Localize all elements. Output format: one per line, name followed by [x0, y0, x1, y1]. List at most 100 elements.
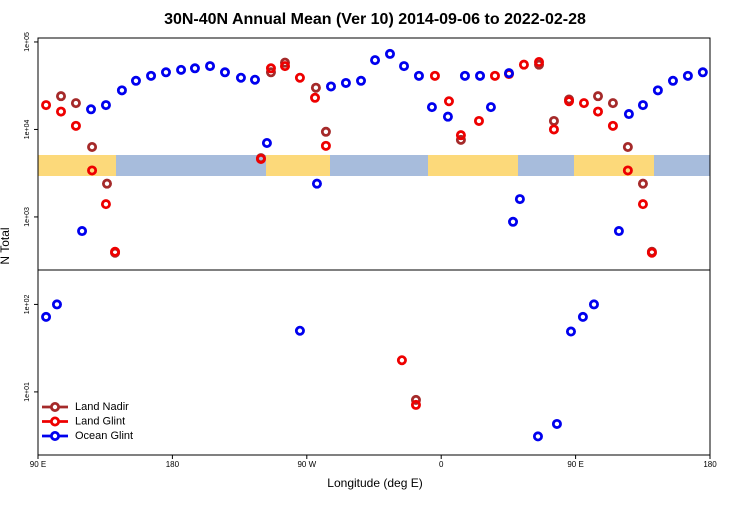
- point: [637, 100, 648, 111]
- point: [384, 48, 395, 59]
- point: [396, 355, 407, 366]
- point: [534, 57, 545, 68]
- point: [667, 75, 678, 86]
- point: [101, 178, 112, 189]
- point: [70, 120, 81, 131]
- point: [265, 67, 276, 78]
- point: [261, 138, 272, 149]
- map-strip: [38, 155, 710, 176]
- point: [503, 68, 514, 79]
- point: [548, 124, 559, 135]
- point: [593, 91, 604, 102]
- point: [623, 109, 634, 120]
- point: [613, 226, 624, 237]
- y-tick-label: 1e+02: [24, 294, 31, 314]
- x-tick-label: 180: [703, 460, 717, 469]
- point: [442, 111, 453, 122]
- point: [622, 142, 633, 153]
- point: [443, 96, 454, 107]
- point: [607, 120, 618, 131]
- legend-marker: [50, 401, 61, 412]
- point: [160, 67, 171, 78]
- point: [565, 326, 576, 337]
- point: [265, 63, 276, 74]
- point: [77, 226, 88, 237]
- point: [356, 75, 367, 86]
- point: [682, 70, 693, 81]
- point: [637, 178, 648, 189]
- point: [55, 106, 66, 117]
- point: [564, 96, 575, 107]
- point: [130, 75, 141, 86]
- point: [176, 64, 187, 75]
- plot-frame: [37, 37, 711, 456]
- point: [429, 70, 440, 81]
- point: [311, 178, 322, 189]
- point: [518, 59, 529, 70]
- point: [697, 67, 708, 78]
- point: [410, 394, 421, 405]
- point: [116, 85, 127, 96]
- point: [294, 325, 305, 336]
- legend-label: Land Glint: [75, 415, 125, 427]
- y-tick-label: 1e+01: [24, 382, 31, 402]
- legend-marker: [50, 416, 61, 427]
- point: [410, 399, 421, 410]
- chart-title: 30N-40N Annual Mean (Ver 10) 2014-09-06 …: [164, 11, 586, 28]
- y-tick-label: 1e+05: [24, 32, 31, 52]
- point: [279, 61, 290, 72]
- y-tick-label: 1e+04: [24, 120, 31, 140]
- x-tick-label: 180: [166, 460, 180, 469]
- point: [55, 91, 66, 102]
- point: [110, 246, 121, 257]
- point: [205, 61, 216, 72]
- point: [87, 142, 98, 153]
- point: [370, 55, 381, 66]
- y-axis-label: N Total: [0, 227, 12, 264]
- x-tick-label: 90 W: [297, 460, 316, 469]
- point: [607, 98, 618, 109]
- point: [485, 102, 496, 113]
- y-tick-label: 1e+03: [24, 207, 31, 227]
- legend-label: Land Nadir: [75, 401, 129, 413]
- point: [100, 100, 111, 111]
- point: [255, 153, 266, 164]
- point: [593, 106, 604, 117]
- point: [87, 165, 98, 176]
- point: [508, 216, 519, 227]
- point: [310, 92, 321, 103]
- point: [578, 98, 589, 109]
- point: [294, 72, 305, 83]
- point: [551, 418, 562, 429]
- point: [340, 77, 351, 88]
- point: [532, 431, 543, 442]
- point: [249, 74, 260, 85]
- point: [473, 115, 484, 126]
- point: [219, 67, 230, 78]
- x-tick-label: 90 E: [567, 460, 583, 469]
- point: [637, 199, 648, 210]
- point: [577, 311, 588, 322]
- point: [146, 70, 157, 81]
- point: [399, 61, 410, 72]
- point: [622, 165, 633, 176]
- point: [51, 299, 62, 310]
- point: [455, 134, 466, 145]
- point: [41, 100, 52, 111]
- point: [310, 82, 321, 93]
- point: [426, 102, 437, 113]
- legend-marker: [50, 430, 61, 441]
- x-tick-label: 0: [439, 460, 444, 469]
- point: [489, 70, 500, 81]
- point: [514, 194, 525, 205]
- point: [86, 104, 97, 115]
- x-axis-label: Longitude (deg E): [327, 476, 422, 490]
- point: [320, 140, 331, 151]
- point: [455, 130, 466, 141]
- point: [588, 299, 599, 310]
- x-tick-label: 90 E: [30, 460, 46, 469]
- point: [646, 247, 657, 258]
- point: [320, 126, 331, 137]
- legend-label: Ocean Glint: [75, 430, 133, 442]
